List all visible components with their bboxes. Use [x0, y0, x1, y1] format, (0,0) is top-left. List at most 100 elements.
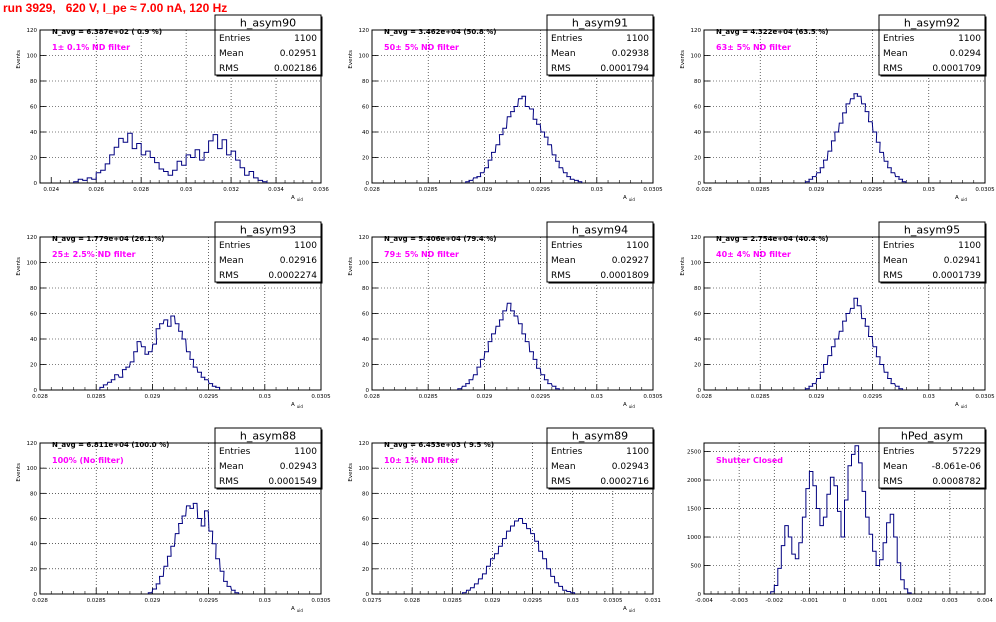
histogram-bin: [828, 356, 832, 390]
y-tick-label: 120: [27, 441, 38, 447]
histogram-bin: [201, 377, 205, 390]
x-tick-label: 0.029: [485, 598, 501, 604]
histogram-bin: [240, 168, 244, 183]
stats-label: RMS: [551, 477, 571, 487]
histogram-pad-h_asym89: 0.0275 0.028 0.0285 0.029 0.0295 0.03 0.0305 0.…: [348, 427, 661, 613]
histogram-bin: [134, 352, 138, 390]
y-tick-label: 40: [30, 130, 37, 136]
histogram-bin: [145, 354, 149, 390]
histogram-bin: [201, 526, 205, 594]
histogram-title: h_asym91: [572, 17, 628, 30]
stats-label: Entries: [219, 241, 251, 251]
histogram-bin: [552, 386, 556, 390]
y-tick-label: 60: [30, 312, 37, 318]
histogram-bin: [511, 526, 515, 594]
filter-note: Shutter Closed: [716, 456, 783, 465]
x-tick-label: 0.0295: [523, 598, 543, 604]
histogram-bin: [148, 352, 152, 390]
stats-label: Mean: [551, 256, 576, 266]
histogram-bin: [518, 99, 522, 183]
histogram-bin: [862, 319, 866, 390]
stats-label: Entries: [883, 241, 915, 251]
histogram-bin: [258, 180, 262, 183]
histogram-bin: [212, 544, 216, 594]
histogram-bin: [119, 138, 123, 183]
histogram-bin: [820, 372, 824, 390]
x-tick-label: 0.0275: [362, 598, 382, 604]
histogram-bin: [525, 342, 529, 390]
histogram-bin: [570, 179, 574, 183]
y-tick-label: 500: [691, 564, 702, 570]
histogram-bin: [168, 175, 172, 183]
navg-label: N_avg = 2.754e+04 (40.4 %): [716, 235, 828, 243]
stats-value-rms: 0.0001709: [932, 64, 981, 74]
x-tick-label: 0.0295: [199, 394, 219, 400]
histogram-bin: [556, 389, 560, 390]
x-tick-label: 0.0305: [643, 187, 663, 193]
histogram-outline: [805, 297, 904, 390]
y-tick-label: 20: [30, 156, 37, 162]
y-tick-label: 120: [27, 28, 38, 34]
histogram-bin: [514, 107, 518, 184]
histogram-bin: [551, 576, 555, 594]
histogram-bin: [182, 165, 186, 183]
y-tick-label: 2000: [687, 478, 701, 484]
histogram-bin: [841, 537, 845, 594]
histogram-bin: [507, 531, 511, 594]
histogram-outline: [99, 315, 220, 390]
histogram-bin: [788, 537, 792, 594]
histogram-bin: [186, 352, 190, 390]
y-tick-label: 60: [30, 517, 37, 523]
histogram-bin: [492, 152, 496, 183]
histogram-bin: [852, 454, 856, 594]
stats-label: Entries: [883, 447, 915, 457]
histogram-title: h_asym90: [240, 17, 296, 30]
histogram-bin: [220, 571, 224, 594]
y-tick-label: 120: [359, 28, 370, 34]
histogram-bin: [193, 503, 197, 594]
histogram-bin: [195, 150, 199, 183]
histogram-bin: [173, 170, 177, 183]
filter-note: 1± 0.1% ND filter: [52, 43, 130, 52]
x-tick-label: 0.003: [942, 598, 958, 604]
histogram-bin: [191, 158, 195, 184]
histogram-bin: [835, 339, 839, 390]
x-tick-label: 0.0285: [87, 598, 107, 604]
histogram-bin: [527, 529, 531, 594]
y-axis-title: Events: [348, 257, 354, 276]
histogram-bin: [171, 546, 175, 594]
histogram-bin: [843, 321, 847, 390]
histogram-bin: [899, 389, 903, 390]
histogram-bin: [778, 568, 782, 594]
navg-label: N_avg = 4.322e+04 (63.5 %): [716, 28, 828, 36]
histogram-bin: [216, 387, 220, 390]
histogram-bin: [806, 389, 810, 390]
navg-label: N_avg = 6.387e+02 ( 0.9 %): [52, 28, 162, 36]
histogram-bin: [126, 367, 130, 390]
histogram-bin: [499, 546, 503, 594]
histogram-bin: [179, 331, 183, 390]
histogram-bin: [119, 377, 123, 390]
x-tick-label: 0: [843, 598, 847, 604]
x-tick-label: 0.002: [907, 598, 923, 604]
histogram-bin: [469, 380, 473, 390]
histogram-bin: [820, 526, 824, 594]
x-tick-label: 0.028: [696, 394, 712, 400]
histogram-bin: [115, 375, 119, 390]
y-tick-label: 0: [366, 592, 370, 598]
histogram-bin: [156, 329, 160, 390]
y-tick-label: 120: [27, 235, 38, 241]
y-tick-label: 40: [362, 130, 369, 136]
histogram-bin: [160, 324, 164, 390]
x-tick-label: 0.0305: [603, 598, 623, 604]
histogram-bin: [536, 368, 540, 390]
x-tick-label: 0.0305: [311, 394, 331, 400]
histogram-bin: [142, 347, 146, 390]
histogram-bin: [83, 180, 87, 183]
histogram-pad-h_asym91: 0.028 0.0285 0.029 0.0295 0.03 0.0305 0 20 40 60 8…: [348, 14, 663, 202]
y-tick-label: 20: [30, 363, 37, 369]
x-tick-label: 0.03: [923, 187, 936, 193]
histogram-bin: [854, 298, 858, 390]
